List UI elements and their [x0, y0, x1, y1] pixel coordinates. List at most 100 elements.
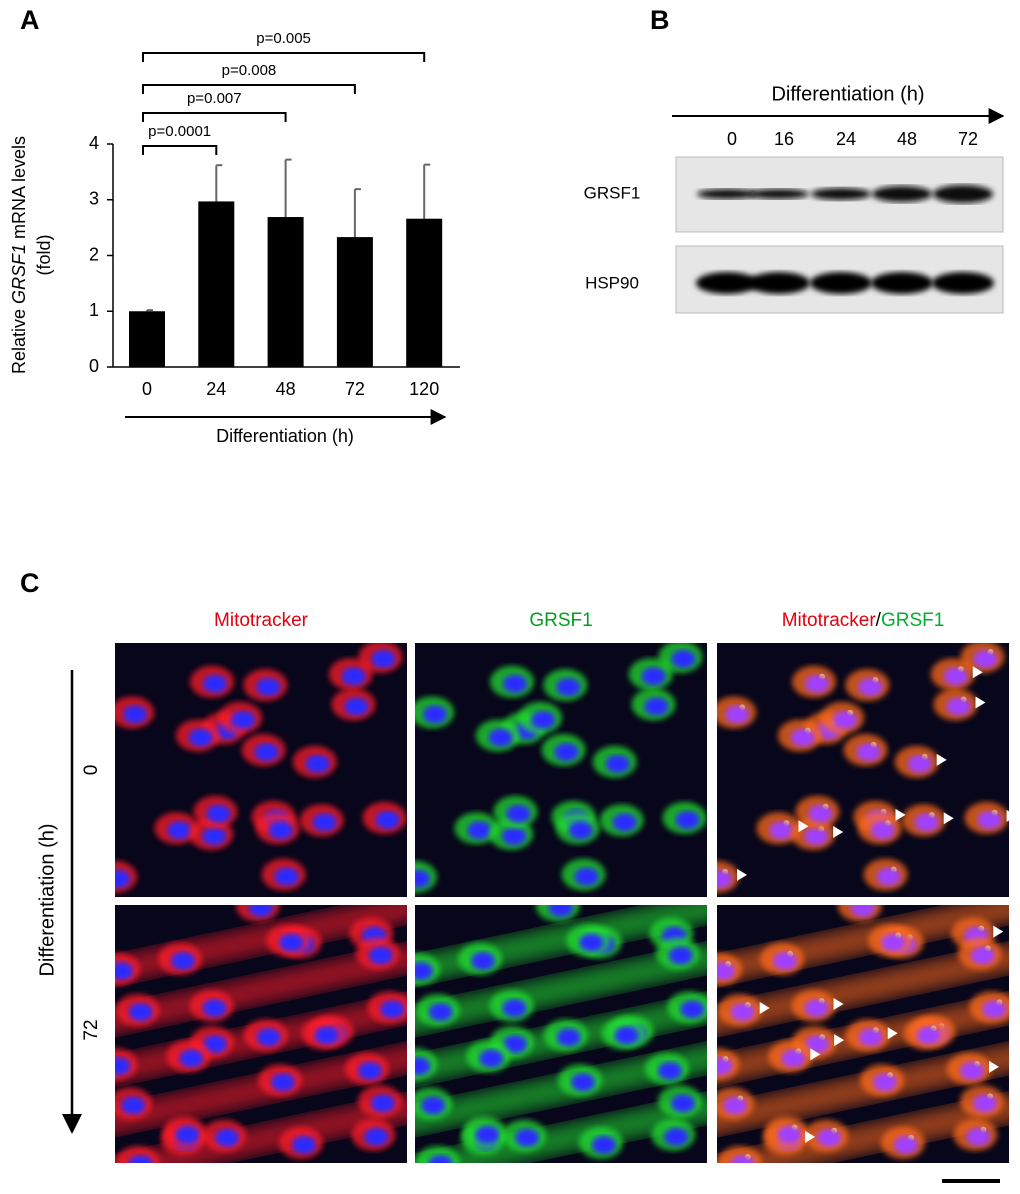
- p-value: p=0.008: [222, 62, 277, 79]
- band: [871, 272, 933, 294]
- blot-axis-label: Differentiation (h): [771, 83, 924, 105]
- arrowhead: [975, 696, 986, 709]
- nucleus: [973, 649, 998, 668]
- nucleus: [856, 743, 881, 762]
- nucleus: [808, 804, 833, 823]
- nucleus: [730, 1155, 755, 1163]
- bar: [336, 237, 373, 367]
- nucleus: [279, 933, 304, 952]
- nucleus: [380, 1000, 405, 1019]
- arrowhead: [895, 808, 906, 821]
- nucleus: [254, 743, 279, 762]
- x-tick-label: 48: [276, 379, 296, 399]
- nucleus: [115, 962, 134, 981]
- nucleus: [357, 1061, 382, 1080]
- nucleus: [423, 705, 448, 724]
- nucleus: [644, 697, 669, 716]
- y-label-part: GRSF1: [9, 244, 29, 304]
- nucleus: [231, 710, 256, 729]
- lane-label: 16: [774, 129, 794, 149]
- nucleus: [256, 1028, 281, 1047]
- nucleus: [502, 998, 527, 1017]
- nucleus: [970, 946, 995, 965]
- bar: [267, 217, 304, 367]
- nucleus: [773, 951, 798, 970]
- bar: [406, 218, 443, 367]
- nucleus: [777, 1125, 802, 1144]
- nucleus: [571, 1073, 596, 1092]
- nucleus: [371, 1094, 396, 1113]
- nucleus: [305, 754, 330, 773]
- column-header: Mitotracker: [214, 610, 309, 631]
- nucleus: [605, 754, 630, 773]
- band: [811, 188, 871, 200]
- nucleus: [675, 810, 700, 829]
- nucleus: [488, 728, 513, 747]
- row-label: HSP90: [585, 273, 639, 292]
- nucleus: [428, 1002, 453, 1021]
- nucleus: [556, 1028, 581, 1047]
- nucleus: [817, 1128, 842, 1147]
- lane-label: 24: [836, 129, 856, 149]
- nucleus: [515, 1128, 540, 1147]
- nucleus: [804, 998, 829, 1017]
- band: [749, 189, 809, 199]
- y-tick-label: 4: [89, 133, 99, 153]
- y-tick-label: 3: [89, 189, 99, 209]
- nucleus: [612, 813, 637, 832]
- nucleus: [781, 1049, 806, 1068]
- arrowhead: [1006, 809, 1009, 822]
- micrograph: [415, 643, 707, 897]
- nucleus: [548, 905, 573, 917]
- x-tick-label: 120: [409, 379, 439, 399]
- nucleus: [503, 674, 528, 693]
- nucleus: [364, 1127, 389, 1146]
- nucleus: [730, 1002, 755, 1021]
- arrowhead: [759, 1001, 770, 1014]
- nucleus: [121, 1096, 146, 1115]
- nucleus: [946, 697, 971, 716]
- nucleus: [206, 804, 231, 823]
- nucleus: [614, 1026, 639, 1045]
- p-value: p=0.007: [187, 90, 242, 107]
- row-label: 72: [81, 1019, 102, 1040]
- nucleus: [115, 1057, 131, 1076]
- nucleus: [833, 710, 858, 729]
- arrowhead: [972, 666, 983, 679]
- nucleus: [723, 1096, 748, 1115]
- nucleus: [876, 867, 901, 886]
- nucleus: [959, 1061, 984, 1080]
- nucleus: [271, 1073, 296, 1092]
- nucleus: [671, 649, 696, 668]
- nucleus: [671, 1094, 696, 1113]
- significance-bracket: [142, 112, 287, 122]
- nucleus: [982, 1000, 1007, 1019]
- nucleus: [375, 810, 400, 829]
- band: [748, 272, 810, 294]
- band: [696, 272, 758, 294]
- row-label: 0: [81, 765, 102, 776]
- nucleus: [531, 710, 556, 729]
- nucleus: [188, 728, 213, 747]
- nucleus: [790, 728, 815, 747]
- arrowhead: [833, 826, 844, 839]
- nucleus: [467, 821, 492, 840]
- header-part: GRSF1: [529, 610, 592, 631]
- micrograph: [717, 905, 1009, 1163]
- nucleus: [554, 743, 579, 762]
- x-axis-label: Differentiation (h): [216, 426, 354, 446]
- nucleus: [314, 1026, 339, 1045]
- x-tick-label: 24: [206, 379, 226, 399]
- scale-bar: [942, 1179, 1000, 1183]
- myotube: [717, 936, 1009, 1042]
- nucleus: [341, 667, 366, 686]
- nucleus: [312, 813, 337, 832]
- micrograph: [115, 643, 407, 897]
- nucleus: [657, 1061, 682, 1080]
- micrograph: [415, 905, 707, 1163]
- header-part: Mitotracker: [214, 610, 309, 631]
- nucleus: [175, 1125, 200, 1144]
- myotube: [717, 1086, 1009, 1163]
- arrowhead: [936, 753, 947, 766]
